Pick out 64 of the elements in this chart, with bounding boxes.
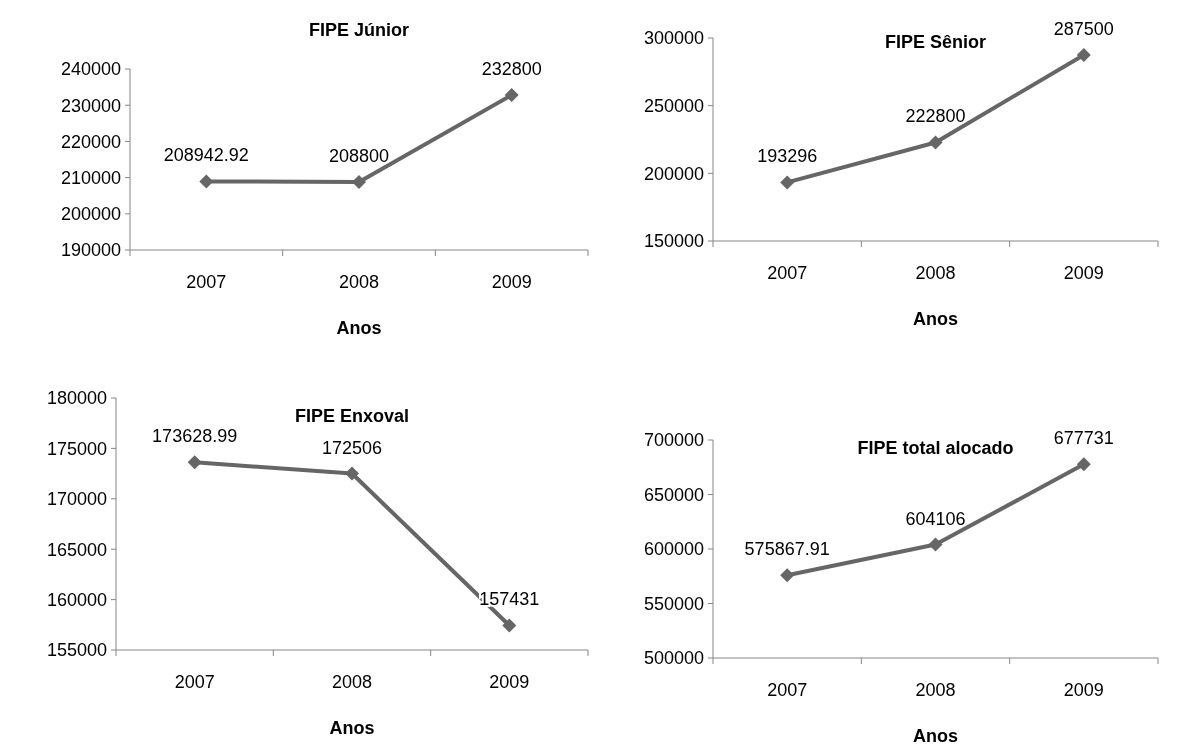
point	[199, 174, 214, 189]
point	[928, 537, 943, 552]
point	[1076, 457, 1091, 472]
data-label: 232800	[481, 59, 542, 80]
y-tick-label: 160000	[46, 589, 107, 610]
y-tick-label: 170000	[46, 489, 107, 510]
y-tick-label: 250000	[643, 95, 704, 116]
point	[1076, 47, 1091, 62]
y-tick-label: 150000	[643, 231, 704, 252]
y-tick-label: 550000	[643, 593, 704, 614]
y-tick-label: 180000	[46, 388, 107, 409]
data-label: 677731	[1053, 428, 1114, 449]
point	[502, 618, 517, 633]
x-tick-label: 2008	[915, 680, 956, 700]
point	[780, 568, 795, 583]
y-tick-label: 155000	[46, 640, 107, 661]
x-axis-title: Anos	[913, 309, 958, 329]
point	[352, 174, 366, 189]
y-tick-label: 300000	[643, 28, 704, 49]
point	[187, 455, 202, 470]
x-tick-label: 2007	[186, 272, 227, 292]
data-label: 208942.92	[163, 145, 249, 166]
x-axis-title: Anos	[329, 718, 375, 738]
y-tick-label: 240000	[60, 59, 121, 80]
data-label: 173628.99	[152, 426, 238, 447]
y-tick-label: 500000	[643, 648, 704, 669]
chart-title: FIPE total alocado	[857, 438, 1014, 458]
x-tick-label: 2007	[767, 680, 808, 700]
data-label: 222800	[905, 106, 966, 127]
y-tick-label: 200000	[60, 204, 121, 225]
x-axis-title: Anos	[913, 726, 958, 745]
y-tick-label: 200000	[643, 163, 704, 184]
point	[345, 466, 359, 481]
data-label: 208800	[328, 145, 390, 166]
point	[504, 88, 519, 103]
y-tick-label: 220000	[60, 131, 121, 152]
x-tick-label: 2009	[1063, 263, 1104, 283]
x-tick-label: 2008	[338, 272, 380, 292]
data-label: 575867.91	[744, 539, 830, 560]
x-tick-label: 2009	[1063, 680, 1104, 700]
data-label: 172506	[321, 437, 383, 458]
data-label: 193296	[757, 146, 818, 167]
y-tick-label: 700000	[643, 430, 704, 451]
x-tick-label: 2009	[489, 672, 530, 692]
chart-title: FIPE Sênior	[884, 32, 987, 52]
y-tick-label: 650000	[643, 484, 704, 505]
y-tick-label: 210000	[60, 167, 121, 188]
y-tick-label: 190000	[60, 240, 121, 261]
x-tick-label: 2007	[174, 672, 215, 692]
x-tick-label: 2008	[915, 263, 956, 283]
point	[928, 135, 943, 150]
point	[780, 175, 795, 190]
data-label: 604106	[905, 508, 966, 529]
data-label: 287500	[1053, 18, 1114, 39]
chart-title: FIPE Júnior	[308, 20, 410, 40]
x-tick-label: 2009	[491, 272, 532, 292]
y-tick-label: 175000	[46, 438, 107, 459]
x-tick-label: 2008	[331, 672, 373, 692]
chart-title: FIPE Enxoval	[294, 406, 410, 426]
y-tick-label: 230000	[60, 95, 121, 116]
x-tick-label: 2007	[767, 263, 808, 283]
y-tick-label: 600000	[643, 539, 704, 560]
x-axis-title: Anos	[336, 318, 382, 338]
y-tick-label: 165000	[46, 539, 107, 560]
